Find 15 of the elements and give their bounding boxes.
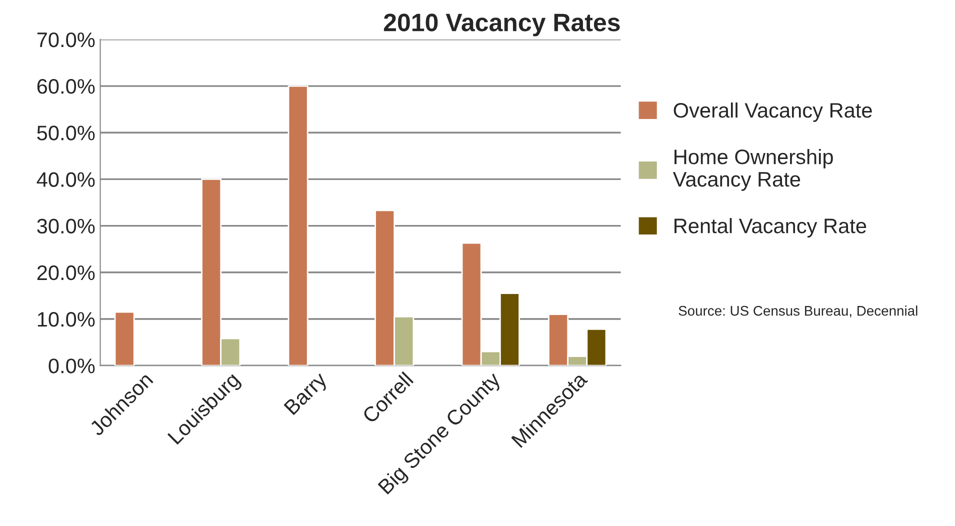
- y-tick-label: 10.0%: [38, 312, 95, 327]
- y-tick-label: 70.0%: [37, 32, 95, 48]
- legend-label: Overall Vacancy Rate: [674, 102, 872, 122]
- y-tick-label: 60.0%: [37, 79, 95, 94]
- bar: [288, 85, 308, 366]
- bar: [114, 311, 135, 366]
- legend-label: Rental Vacancy Rate: [674, 218, 866, 238]
- y-tick-label: 50.0%: [37, 126, 95, 140]
- y-tick-label: 20.0%: [37, 265, 95, 280]
- source-note: Source: US Census Bureau, Decennial: [678, 306, 918, 318]
- y-tick-label: 40.0%: [36, 172, 95, 187]
- chart-title: 2010 Vacancy Rates: [384, 14, 620, 36]
- y-tick-label: 0.0%: [48, 358, 95, 374]
- y-tick-label: 30.0%: [37, 218, 95, 234]
- legend-label: Home Ownership Vacancy Rate: [672, 148, 833, 191]
